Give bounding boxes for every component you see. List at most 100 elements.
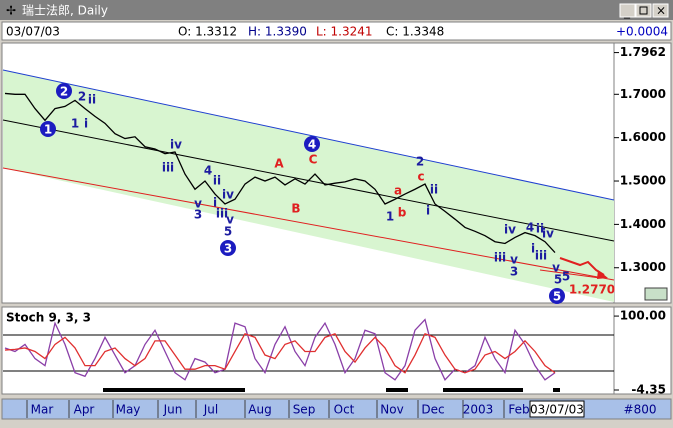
wave-label: b (398, 206, 407, 220)
x-tick-label: Feb (508, 403, 529, 417)
y-tick-label: 1.4000 (620, 217, 666, 231)
signal-bar (443, 388, 523, 392)
title-bar (0, 0, 673, 20)
wave-label: iv (170, 138, 182, 152)
x-tick-label: 2003 (463, 403, 494, 417)
wave-label: 2 (78, 90, 86, 104)
wave-label: ii (88, 93, 96, 107)
wave-label: c (417, 170, 424, 184)
wave-label: iv (542, 227, 554, 241)
wave-label: 3 (194, 208, 202, 222)
window-title: 瑞士法郎, Daily (22, 4, 108, 18)
title-icon: ✢ (6, 4, 16, 18)
wave-label: i (426, 204, 430, 218)
info-date: 03/07/03 (6, 25, 60, 39)
maximize-icon (639, 6, 648, 15)
wave-label: B (291, 202, 300, 216)
wave-label: iv (504, 223, 516, 237)
info-high: H: 1.3390 (248, 25, 307, 39)
wave-label: iii (216, 207, 228, 221)
stoch-bars (103, 388, 560, 392)
y-tick-label: 1.6000 (620, 130, 666, 144)
info-change: +0.0004 (616, 25, 668, 39)
x-tick-label: Nov (380, 403, 403, 417)
y-tick-label: 1.3000 (620, 260, 666, 274)
stoch-title: Stoch 9, 3, 3 (6, 311, 91, 325)
stoch-panel (1, 306, 615, 395)
info-open: O: 1.3312 (178, 25, 237, 39)
wave-label: i (213, 196, 217, 210)
wave-label: 1 (71, 117, 79, 131)
projection-line (539, 269, 601, 279)
wave-marker-label: 1 (44, 123, 52, 137)
wave-label: 3 (510, 265, 518, 279)
x-tick-label: May (116, 403, 141, 417)
stoch-axis (613, 306, 672, 395)
wave-label: 5 (554, 273, 562, 287)
wave-label: i (531, 242, 535, 256)
info-close: C: 1.3348 (386, 25, 444, 39)
wave-label: 1 (386, 210, 394, 224)
wave-marker (220, 240, 236, 256)
wave-label: i (84, 117, 88, 131)
wave-label: a (394, 184, 402, 198)
series-line (4, 92, 556, 254)
wave-label: v (510, 253, 518, 267)
wave-label: 5 (224, 225, 232, 239)
x-tick-label: Oct (334, 403, 355, 417)
y-tick-label: 100.00 (620, 309, 666, 323)
series-line (4, 332, 556, 374)
channel-fill (3, 70, 614, 302)
y-tick-label: 1.5000 (620, 174, 666, 188)
info-bar (1, 21, 672, 41)
wave-marker (40, 121, 56, 137)
bar-count: #800 (624, 403, 657, 417)
y-tick-label: -4.35 (631, 382, 666, 396)
x-tick-label: Dec (421, 403, 444, 417)
close-icon: × (656, 4, 666, 18)
close-button[interactable] (652, 3, 669, 18)
wave-label: v (226, 213, 234, 227)
wave-marker-label: 2 (60, 85, 68, 99)
wave-label: 1.2770 (569, 283, 615, 297)
chart-icon[interactable] (644, 287, 668, 301)
wave-marker-label: 5 (553, 290, 561, 304)
minimize-button[interactable] (619, 3, 636, 18)
wave-label: ii (213, 174, 221, 188)
wave-label: iv (222, 188, 234, 202)
wave-label: ii (536, 222, 544, 236)
signal-bar (553, 388, 560, 392)
channel-upper (2, 69, 615, 201)
maximize-button[interactable] (635, 3, 652, 18)
wave-marker (549, 288, 565, 304)
x-tick-label: Aug (248, 403, 271, 417)
wave-label: v (552, 261, 560, 275)
channel-lower (2, 167, 615, 281)
wave-label: iii (494, 251, 506, 265)
wave-label: iii (535, 249, 547, 263)
wave-label: A (274, 157, 284, 171)
y-tick-label: 1.7000 (620, 87, 666, 101)
wave-marker (56, 83, 72, 99)
current-date: 03/07/03 (530, 403, 584, 417)
wave-marker (304, 136, 320, 152)
x-tick-label: Mar (31, 403, 54, 417)
y-tick-label: 1.7962 (620, 45, 666, 59)
wave-marker-label: 3 (224, 242, 232, 256)
wave-label: C (309, 153, 318, 167)
signal-bar (386, 388, 408, 392)
info-low: L: 1.3241 (316, 25, 373, 39)
wave-label: 4 (204, 164, 212, 178)
wave-marker-label: 4 (308, 138, 316, 152)
wave-label: ii (430, 183, 438, 197)
minimize-icon: _ (623, 5, 631, 19)
x-tick-label: Jun (163, 403, 183, 417)
current-date-box (529, 400, 585, 418)
x-tick-label: Sep (293, 403, 316, 417)
x-tick-label: Apr (74, 403, 95, 417)
wave-label: v (194, 197, 202, 211)
x-tick-label: Jul (203, 403, 218, 417)
wave-label: 5 (562, 270, 570, 284)
